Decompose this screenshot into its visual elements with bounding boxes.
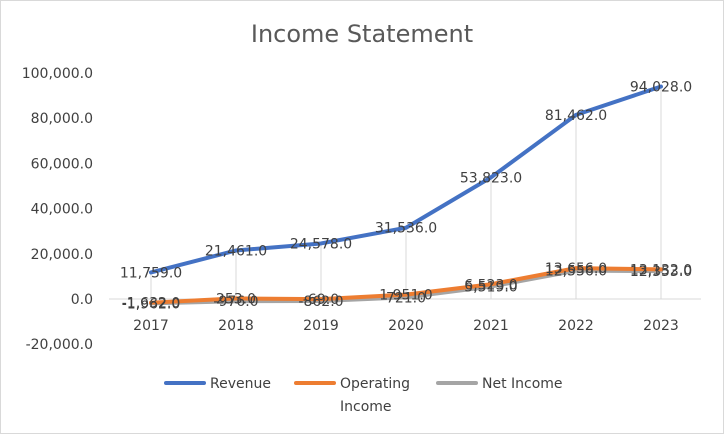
y-tick-label: 40,000.0 xyxy=(31,202,93,218)
x-tick-label: 2018 xyxy=(218,318,254,334)
legend-label-line: Net Income xyxy=(482,376,563,392)
revenue-legend-label: Revenue xyxy=(210,376,271,392)
operating-income-data-label: 6,523.0 xyxy=(464,277,517,293)
revenue-data-label: 81,462.0 xyxy=(545,108,607,124)
x-axis: 2017 2018 2019 2020 2021 2022 2023 xyxy=(109,298,701,334)
series-lines xyxy=(149,84,663,306)
revenue-data-label: 53,823.0 xyxy=(460,170,522,186)
operating-income-data-label: 1,951.0 xyxy=(379,288,432,304)
net-income-data-label: -1,962.0 xyxy=(122,296,181,312)
net-income-data-label: -862.0 xyxy=(298,294,343,310)
operating-income-data-label: -69.0 xyxy=(303,292,339,308)
revenue-data-label: 31,536.0 xyxy=(375,221,437,237)
x-tick-label: 2019 xyxy=(303,318,339,334)
x-tick-label: 2022 xyxy=(558,318,594,334)
legend: Revenue Operating Income Net Income xyxy=(164,376,563,415)
y-tick-label: 0.0 xyxy=(71,292,93,308)
drop-lines xyxy=(150,86,662,299)
x-tick-label: 2023 xyxy=(643,318,679,334)
revenue-data-label: 21,461.0 xyxy=(205,243,267,259)
y-tick-label: -20,000.0 xyxy=(26,337,93,353)
operating-income-data-label: 253.0 xyxy=(216,291,256,307)
net-income-data-label: 721.0 xyxy=(386,290,426,306)
revenue-data-label: 11,759.0 xyxy=(120,265,182,281)
net-income-data-label: -976.0 xyxy=(213,294,258,310)
y-tick-label: 80,000.0 xyxy=(31,111,93,127)
legend-label-line: Revenue xyxy=(210,376,271,392)
y-tick-label: 20,000.0 xyxy=(31,247,93,263)
legend-label-line: Operating xyxy=(340,376,410,392)
operating-income-line xyxy=(149,266,663,305)
x-tick-label: 2021 xyxy=(473,318,509,334)
net-income-data-label: 12,556.0 xyxy=(545,264,607,280)
net-income-line xyxy=(149,268,663,306)
operating-income-data-label: -1,632.0 xyxy=(122,296,181,312)
legend-label-line: Income xyxy=(340,399,392,415)
operating-income-data-label: 13,656.0 xyxy=(545,261,607,277)
x-tick-label: 2017 xyxy=(133,318,169,334)
net-income-data-label: 12,353.0 xyxy=(630,264,692,280)
y-axis: -20,000.0 0.0 20,000.0 40,000.0 60,000.0 80,0… xyxy=(22,66,93,353)
revenue-data-label: 24,578.0 xyxy=(290,236,352,252)
net-income-legend-label: Net Income xyxy=(482,376,563,392)
revenue-data-label: 94,028.0 xyxy=(630,79,692,95)
operating-income-legend-label: Operating Income xyxy=(340,376,410,415)
net-income-data-label: 5,519.0 xyxy=(464,280,517,296)
data-labels: 11,759.0 21,461.0 24,578.0 31,536.0 53,823.0… xyxy=(120,79,692,312)
operating-income-data-label: 13,132.0 xyxy=(630,262,692,278)
y-tick-label: 60,000.0 xyxy=(31,156,93,172)
y-tick-label: 100,000.0 xyxy=(22,66,93,82)
revenue-line xyxy=(149,84,663,275)
chart-title: Income Statement xyxy=(251,20,473,48)
x-tick-label: 2020 xyxy=(388,318,424,334)
